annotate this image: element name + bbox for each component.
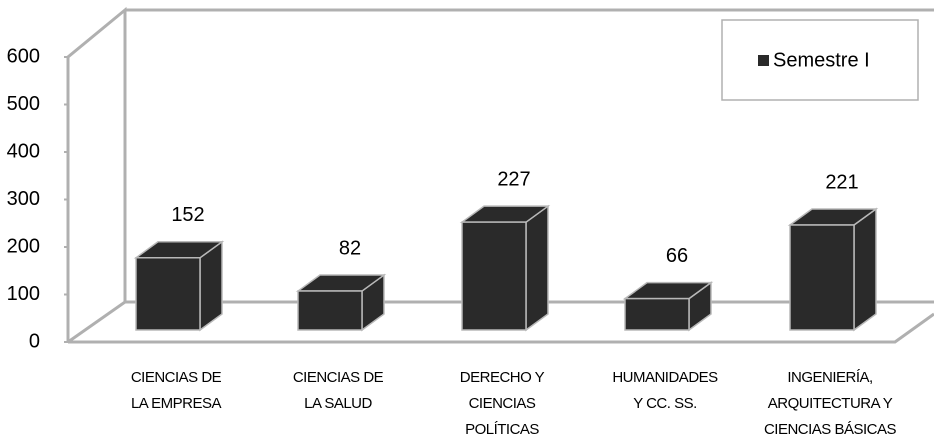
y-tick-label: 200 <box>7 235 40 257</box>
left-wall <box>66 6 127 342</box>
bar-front <box>461 221 527 331</box>
x-tick-label: CIENCIAS BÁSICAS <box>764 421 897 438</box>
x-tick-label: LA EMPRESA <box>131 395 222 412</box>
bar-side <box>525 204 549 332</box>
chart-frame <box>66 6 934 344</box>
y-tick-label: 300 <box>7 188 40 210</box>
bar <box>787 207 879 332</box>
x-tick-label: LA SALUD <box>304 395 372 412</box>
bar-front <box>789 224 855 331</box>
legend-label: Semestre I <box>773 49 870 71</box>
bar-front <box>624 297 690 331</box>
x-tick-label: CIENCIAS DE <box>293 369 384 386</box>
value-label: 66 <box>666 245 688 267</box>
x-tick-label: INGENIERÍA, <box>787 369 872 386</box>
x-tick-label: POLÍTICAS <box>465 421 539 438</box>
x-tick-label: ARQUITECTURA Y <box>768 395 893 412</box>
bar <box>133 240 225 332</box>
legend-box <box>721 19 919 101</box>
x-tick-label: CIENCIAS <box>469 395 536 412</box>
legend-swatch <box>758 55 769 66</box>
bar-side <box>853 207 877 332</box>
bar <box>622 281 714 332</box>
value-label: 152 <box>171 204 204 226</box>
value-label: 221 <box>825 171 858 193</box>
value-label: 227 <box>497 168 530 190</box>
x-tick-label: Y CC. SS. <box>633 395 697 412</box>
y-tick-label: 100 <box>7 283 40 305</box>
bar-front <box>297 290 363 331</box>
x-tick-label: DERECHO Y <box>460 369 545 386</box>
x-tick-label: CIENCIAS DE <box>131 369 222 386</box>
bar-front <box>135 257 201 331</box>
value-label: 82 <box>339 237 361 259</box>
y-tick-label: 500 <box>7 93 40 115</box>
bar <box>459 204 551 332</box>
x-tick-label: HUMANIDADES <box>612 369 718 386</box>
y-tick-label: 0 <box>29 330 40 352</box>
bar <box>295 273 387 332</box>
y-tick-label: 400 <box>7 140 40 162</box>
floor-front <box>68 312 934 344</box>
y-tick-label: 600 <box>7 45 40 67</box>
